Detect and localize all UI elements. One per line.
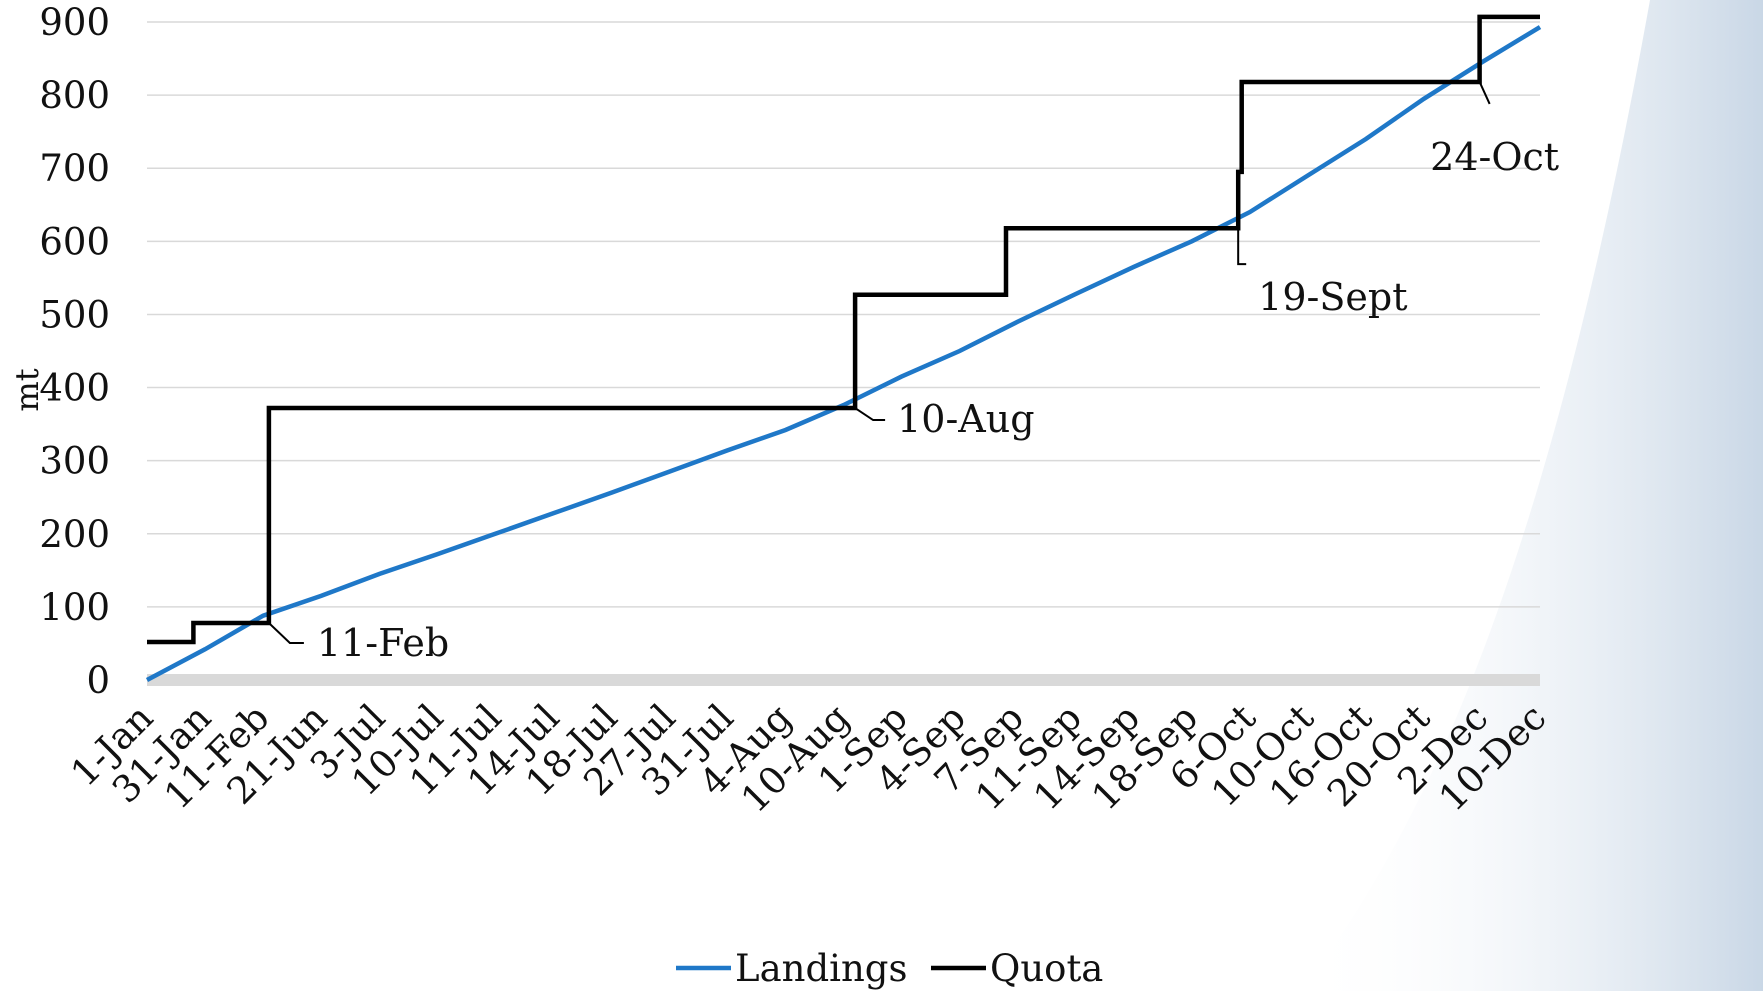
legend-label-landings: Landings [735,947,907,990]
y-tick-label: 200 [39,513,110,556]
y-tick-label: 700 [39,147,110,190]
y-tick-label: 900 [39,1,110,44]
y-tick-label: 600 [39,220,110,263]
x-axis-line [147,674,1540,686]
y-tick-label: 300 [39,440,110,483]
y-tick-label: 400 [39,367,110,410]
y-tick-label: 500 [39,293,110,336]
y-tick-label: 100 [39,586,110,629]
annotation-label: 19-Sept [1258,275,1407,319]
x-axis-band [147,674,1540,686]
annotation-leader [1237,228,1247,266]
series [145,14,1542,682]
series-line-landings [145,25,1542,682]
gridlines [147,21,1540,608]
annotation-leader [1478,81,1491,105]
series-line-quota [147,14,1540,645]
y-tick-label: 800 [39,74,110,117]
y-axis-title: mt [8,368,46,411]
annotations: 11-Feb 10-Aug 19-Sept 24-Oct [268,81,1559,665]
legend: Landings Quota [676,947,1103,990]
y-tick-label: 0 [86,659,110,702]
y-axis-ticks: 0 100 200 300 400 500 600 700 800 900 [39,1,110,702]
annotation-leader [854,407,886,422]
x-axis-ticks: 1-Jan31-Jan11-Feb21-Jun3-Jul10-Jul11-Jul… [63,696,1555,821]
annotation-label: 11-Feb [317,621,449,665]
annotation-label: 10-Aug [897,397,1034,441]
legend-label-quota: Quota [990,947,1103,990]
annotation-leader [268,622,304,644]
background-swoosh [1300,0,1763,991]
annotation-label: 24-Oct [1430,135,1559,179]
